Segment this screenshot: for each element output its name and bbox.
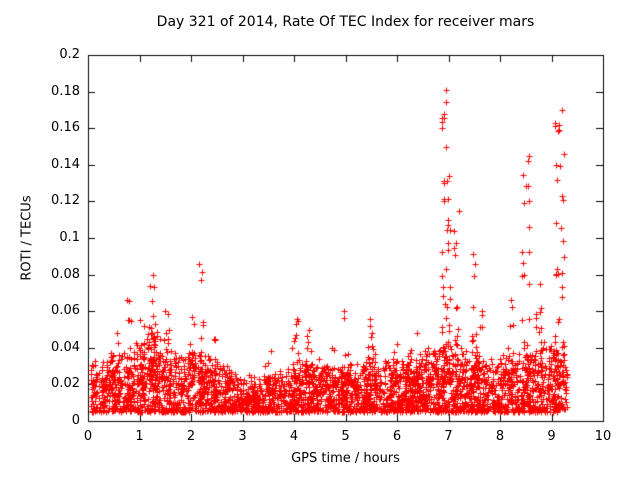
x-tick-label: 8 bbox=[495, 429, 505, 444]
x-tick-label: 0 bbox=[83, 429, 93, 444]
y-tick-label: 0.04 bbox=[51, 339, 80, 355]
x-tick-label: 1 bbox=[135, 429, 144, 444]
y-tick-label: 0.06 bbox=[51, 303, 80, 319]
y-tick-label: 0.14 bbox=[51, 156, 80, 172]
x-tick-label: 7 bbox=[444, 429, 453, 444]
x-tick-label: 3 bbox=[238, 429, 247, 444]
y-tick-label: 0.2 bbox=[59, 47, 80, 62]
y-tick-label: 0.02 bbox=[51, 376, 80, 392]
x-axis-label: GPS time / hours bbox=[291, 451, 400, 466]
y-tick-label: 0.16 bbox=[51, 120, 80, 136]
x-tick-label: 10 bbox=[594, 429, 612, 444]
x-tick-label: 5 bbox=[341, 429, 350, 444]
chart-title: Day 321 of 2014, Rate Of TEC Index for r… bbox=[156, 14, 535, 30]
y-tick-label: 0.18 bbox=[51, 83, 80, 99]
y-tick-label: 0.08 bbox=[51, 266, 80, 282]
y-tick-label: 0 bbox=[71, 413, 80, 428]
x-tick-label: 9 bbox=[547, 429, 556, 444]
y-tick-label: 0.1 bbox=[59, 230, 80, 245]
x-tick-label: 2 bbox=[186, 429, 196, 444]
x-tick-label: 6 bbox=[392, 429, 402, 444]
x-tick-label: 4 bbox=[289, 429, 299, 444]
y-tick-label: 0.12 bbox=[51, 193, 80, 209]
